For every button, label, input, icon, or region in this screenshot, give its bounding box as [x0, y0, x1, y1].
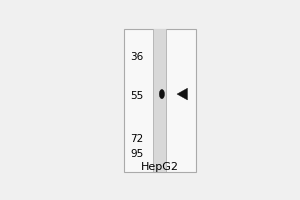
Text: 36: 36: [130, 52, 143, 62]
Text: 55: 55: [130, 91, 143, 101]
Bar: [166, 29, 167, 172]
Text: 72: 72: [130, 134, 143, 144]
Ellipse shape: [159, 89, 164, 99]
Text: HepG2: HepG2: [141, 162, 178, 172]
Polygon shape: [177, 88, 188, 100]
Text: 95: 95: [130, 149, 143, 159]
Bar: [124, 29, 196, 172]
Bar: [153, 29, 166, 172]
Bar: [153, 29, 154, 172]
